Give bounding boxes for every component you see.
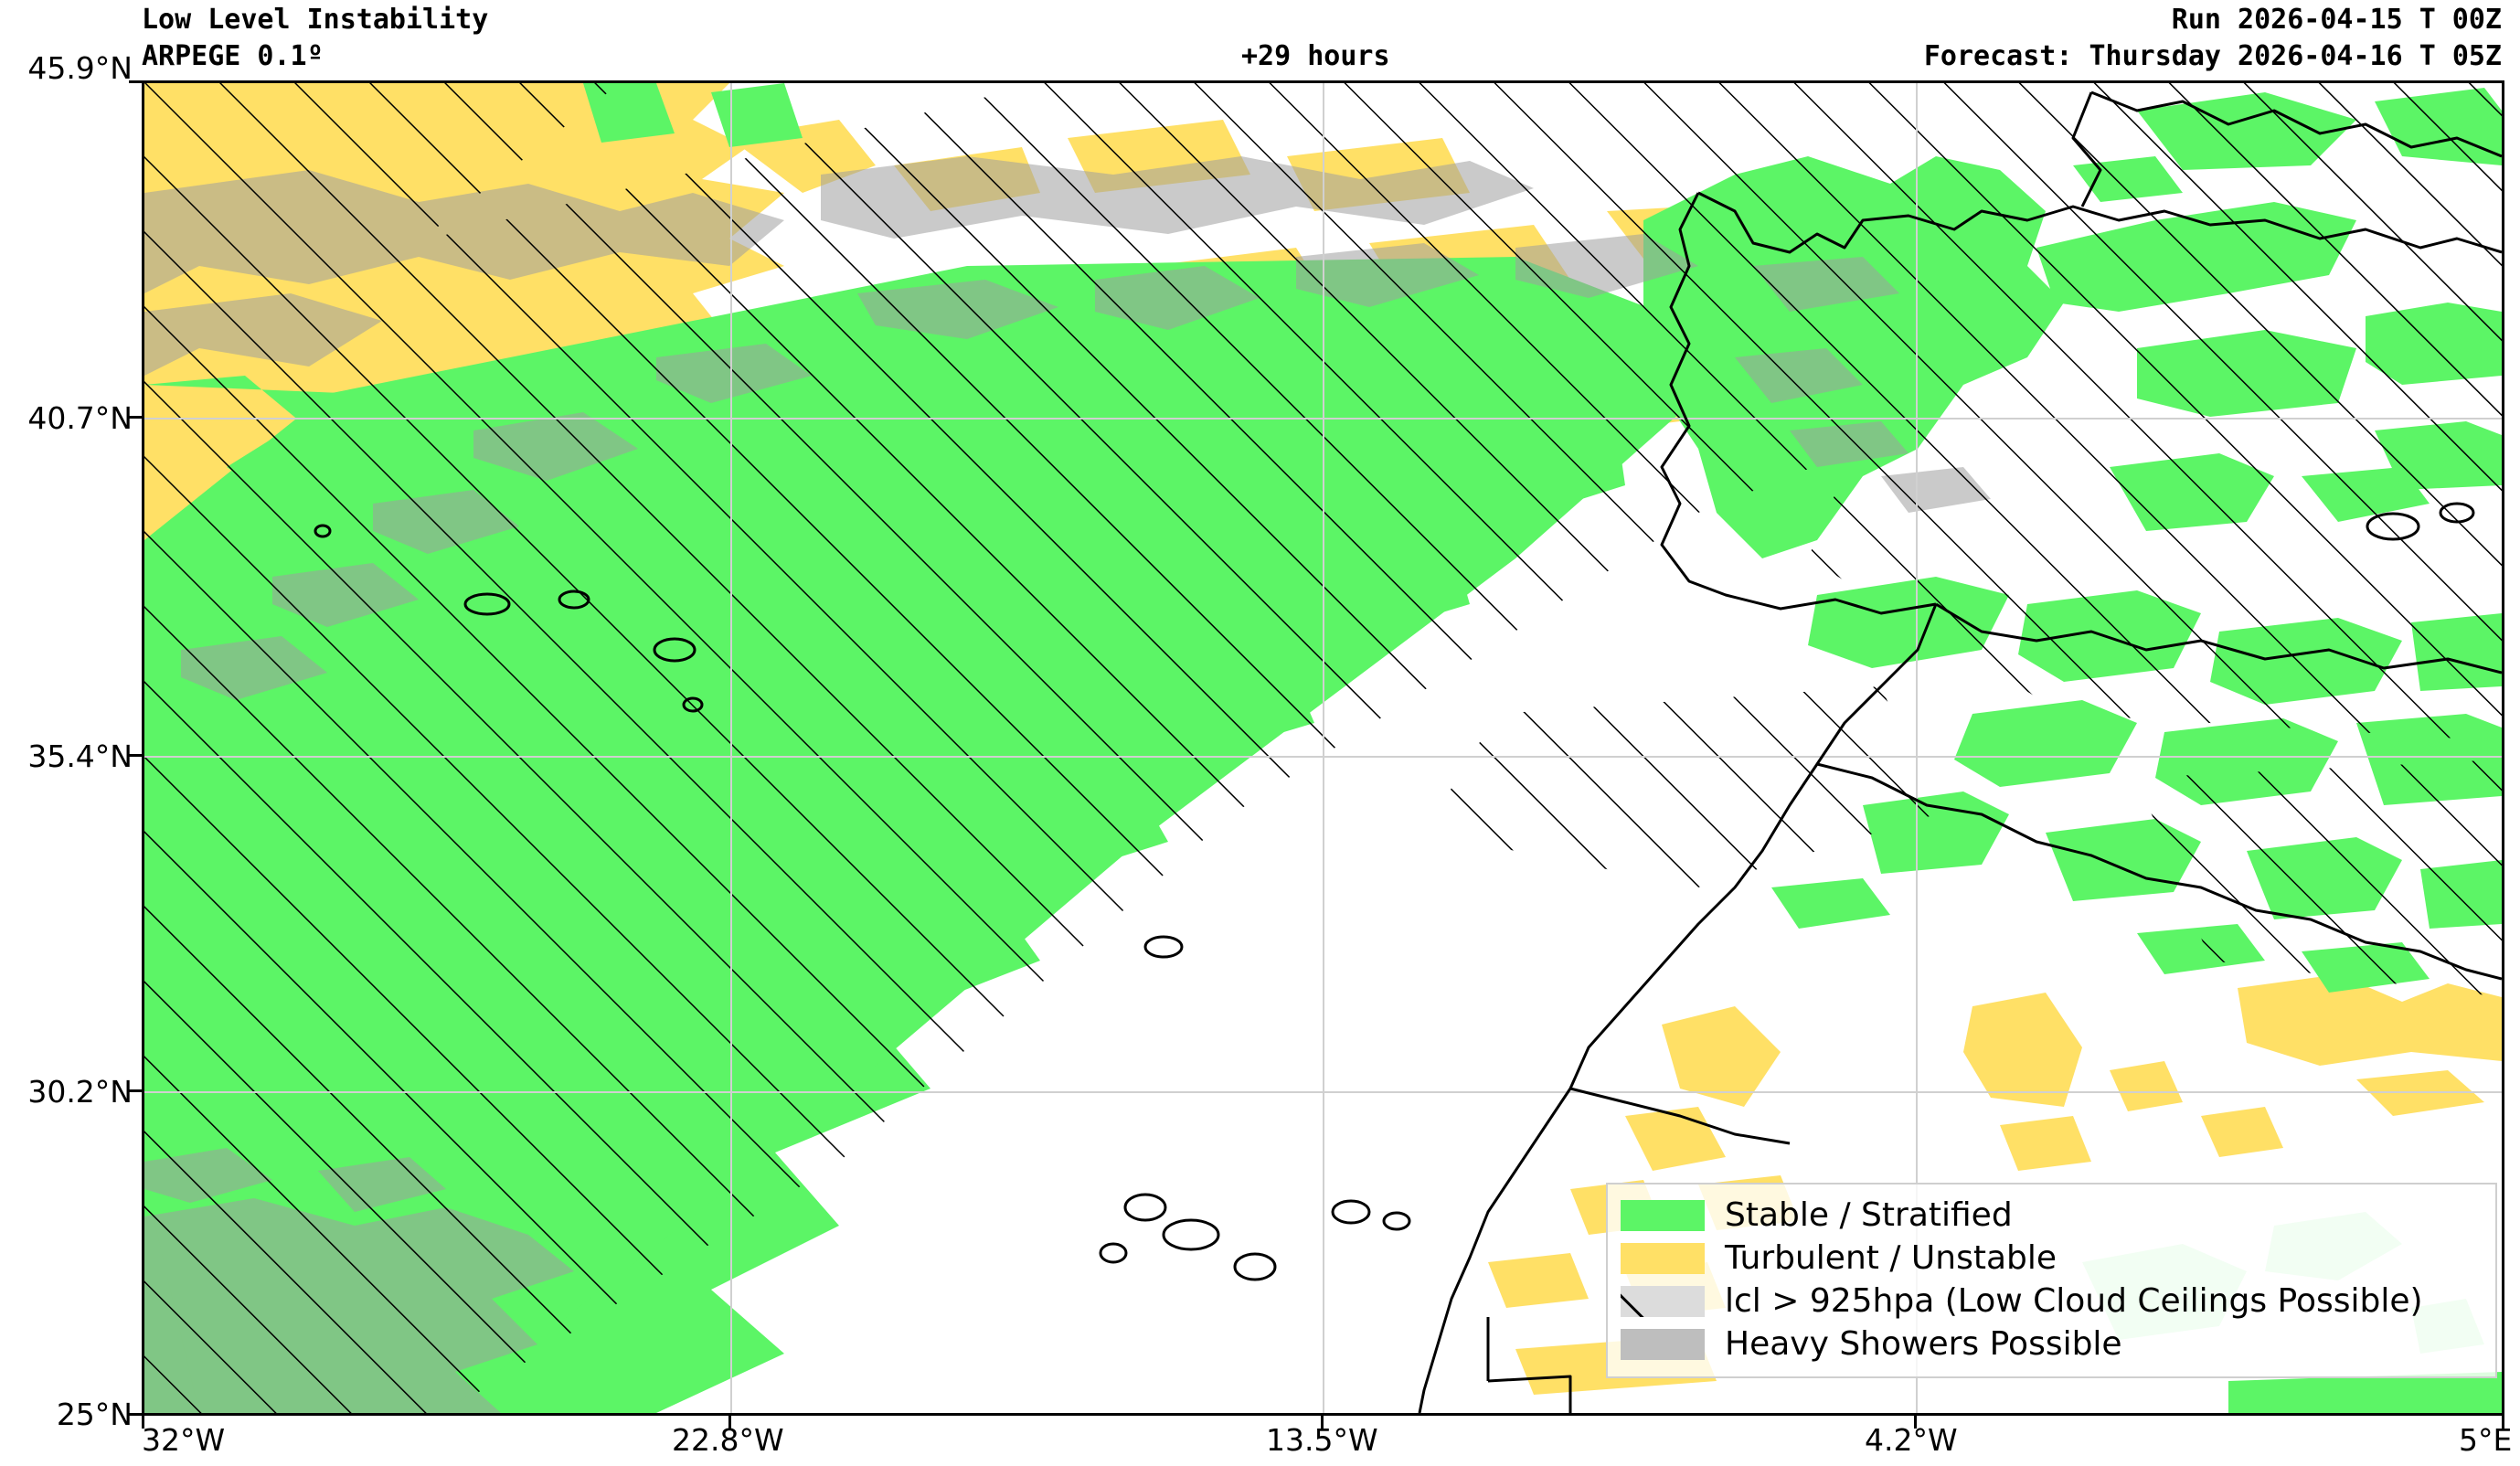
legend-label-unstable: Turbulent / Unstable: [1725, 1238, 2057, 1277]
coastlines: [314, 90, 2502, 1413]
y-tick-label-1: 40.7°N: [27, 400, 133, 436]
map-title: Low Level Instability: [142, 4, 489, 36]
y-tick-mark-1: [129, 416, 142, 419]
legend-swatch-unstable: [1621, 1242, 1705, 1274]
legend-swatch-showers: [1621, 1328, 1705, 1360]
legend-swatch-stable: [1621, 1199, 1705, 1231]
legend-item-lcl: lcl > 925hpa (Low Cloud Ceilings Possibl…: [1621, 1280, 2483, 1323]
legend-label-lcl: lcl > 925hpa (Low Cloud Ceilings Possibl…: [1725, 1281, 2423, 1320]
y-tick-mark-2: [129, 754, 142, 757]
x-tick-label-1: 22.8°W: [672, 1422, 784, 1458]
model-label: ARPEGE 0.1º: [142, 40, 324, 72]
hatch-line-icon: [1621, 1285, 1654, 1317]
legend-item-showers: Heavy Showers Possible: [1621, 1323, 2483, 1365]
lead-time-label: +29 hours: [1241, 40, 1390, 72]
legend-item-unstable: Turbulent / Unstable: [1621, 1237, 2483, 1280]
x-tick-mark-2: [1321, 1416, 1324, 1429]
y-tick-mark-4: [129, 1413, 142, 1416]
y-tick-label-2: 35.4°N: [27, 738, 133, 774]
legend-item-stable: Stable / Stratified: [1621, 1194, 2483, 1237]
y-tick-label-3: 30.2°N: [27, 1074, 133, 1110]
x-tick-mark-1: [728, 1416, 731, 1429]
y-tick-label-4: 25°N: [56, 1397, 133, 1432]
x-tick-mark-4: [2502, 1416, 2504, 1429]
legend-label-showers: Heavy Showers Possible: [1725, 1324, 2122, 1363]
x-tick-mark-0: [142, 1416, 144, 1429]
map-legend: Stable / Stratified Turbulent / Unstable…: [1606, 1183, 2497, 1378]
x-tick-label-3: 4.2°W: [1865, 1422, 1958, 1458]
y-tick-mark-3: [129, 1089, 142, 1092]
y-tick-mark-0: [129, 80, 142, 83]
forecast-time-label: Forecast: Thursday 2026-04-16 T 05Z: [1923, 40, 2502, 72]
run-time-label: Run 2026-04-15 T 00Z: [2171, 4, 2502, 36]
x-tick-mark-3: [1914, 1416, 1917, 1429]
legend-label-stable: Stable / Stratified: [1725, 1195, 2013, 1234]
y-tick-label-0: 45.9°N: [27, 50, 133, 86]
x-tick-label-0: 32°W: [142, 1422, 226, 1458]
legend-swatch-lcl: [1621, 1285, 1705, 1317]
